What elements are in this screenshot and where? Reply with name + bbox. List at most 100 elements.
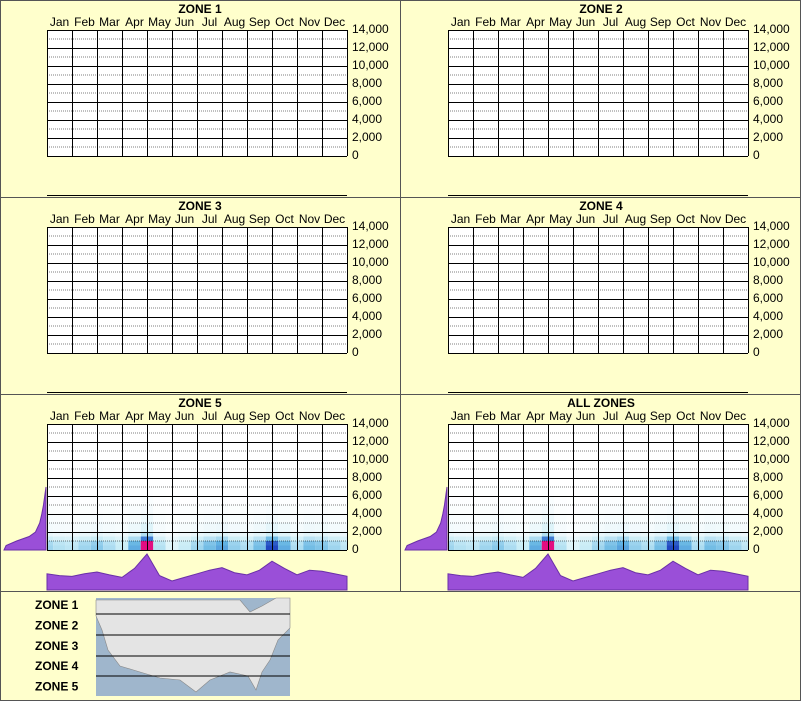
heat-cell (679, 545, 692, 550)
heat-cell (629, 487, 642, 496)
heat-cell (203, 541, 216, 546)
heat-cell (529, 487, 542, 496)
heat-cell (454, 487, 467, 496)
heat-cell (53, 532, 66, 537)
heat-cell (729, 545, 742, 550)
heat-cell (153, 532, 166, 537)
y-tick-label: 12,000 (753, 434, 790, 448)
heat-cell (741, 532, 748, 537)
x-tick-label: Aug (224, 212, 245, 226)
heat-cell (604, 496, 617, 505)
panel: ZONE 4 0 2,000 4,000 6,000 8,000 10,000 12,000 1… (448, 199, 790, 393)
heat-cell (654, 496, 667, 505)
heat-cell (579, 505, 592, 514)
heat-cell (529, 514, 542, 523)
heat-cell (228, 532, 241, 537)
heat-cell (679, 514, 692, 523)
heat-cell (654, 487, 667, 496)
heat-cell (153, 487, 166, 496)
heat-cell (128, 523, 141, 532)
y-tick-label: 4,000 (352, 309, 382, 323)
heat-cell (203, 545, 216, 550)
x-tick-label: May (148, 15, 171, 29)
heat-cell (654, 536, 667, 541)
x-tick-label: May (549, 15, 572, 29)
heat-cell (203, 496, 216, 505)
heat-cell (554, 536, 567, 541)
chart-title: ALL ZONES (567, 396, 635, 410)
heat-cell (303, 514, 316, 523)
heat-cell (278, 505, 291, 514)
heat-cell (729, 487, 742, 496)
heat-cell (47, 496, 54, 505)
heat-cell (554, 545, 567, 550)
heat-cell (303, 505, 316, 514)
heat-cell (504, 532, 517, 537)
heat-cell (203, 487, 216, 496)
heat-cell (128, 496, 141, 505)
y-tick-label: 6,000 (753, 291, 783, 305)
x-tick-label: Sep (249, 409, 271, 423)
y-tick-label: 0 (753, 148, 760, 162)
heat-cell (78, 505, 91, 514)
heat-cell (78, 523, 91, 532)
y-tick-label: 4,000 (352, 112, 382, 126)
heat-cell (47, 536, 54, 541)
heat-cell (278, 532, 291, 537)
x-tick-label: Feb (74, 409, 95, 423)
legend-label: ZONE 5 (35, 679, 79, 693)
heat-cell (340, 505, 347, 514)
heat-cell (504, 541, 517, 546)
heat-cell (103, 505, 116, 514)
seasonal-profile (46, 553, 348, 591)
y-tick-label: 2,000 (352, 130, 382, 144)
heat-cell (303, 523, 316, 532)
y-tick-label: 4,000 (753, 506, 783, 520)
heat-cell (704, 505, 717, 514)
x-tick-label: Apr (526, 409, 545, 423)
heat-cell (278, 496, 291, 505)
heat-cell (53, 514, 66, 523)
heat-cell (504, 514, 517, 523)
x-tick-label: Jun (576, 15, 595, 29)
heat-cell (253, 536, 266, 541)
heat-cell (529, 541, 542, 546)
heat-cell (340, 532, 347, 537)
heat-cell (448, 505, 455, 514)
heat-cell (228, 545, 241, 550)
y-tick-label: 2,000 (753, 327, 783, 341)
heat-cell (47, 545, 54, 550)
heat-cell (128, 487, 141, 496)
heat-cell (278, 487, 291, 496)
heat-cell (203, 523, 216, 532)
x-tick-label: Feb (475, 15, 496, 29)
heat-cell (448, 536, 455, 541)
heat-cell (78, 514, 91, 523)
y-tick-label: 0 (352, 345, 359, 359)
heat-cell (228, 523, 241, 532)
heat-cell (128, 514, 141, 523)
heat-cell (340, 487, 347, 496)
heat-cell (504, 496, 517, 505)
heat-cell (47, 487, 54, 496)
heat-cell (629, 545, 642, 550)
x-tick-label: Jun (175, 15, 194, 29)
heat-cell (153, 541, 166, 546)
heat-cell (448, 545, 455, 550)
heat-cell (454, 523, 467, 532)
heat-cell (153, 505, 166, 514)
x-tick-label: Dec (725, 409, 746, 423)
x-tick-label: Apr (526, 15, 545, 29)
x-tick-label: May (148, 212, 171, 226)
panel: ALL ZONES 0 2,000 4,000 6,000 8,000 10,000 12,0… (404, 396, 790, 591)
y-tick-label: 6,000 (352, 488, 382, 502)
heat-cell (328, 536, 341, 541)
panel: ZONE 5 0 2,000 4,000 6,000 8,000 10,000 12,000 1… (3, 396, 389, 591)
heat-cell (228, 505, 241, 514)
heat-cell (604, 487, 617, 496)
y-tick-label: 8,000 (753, 76, 783, 90)
x-tick-label: Nov (700, 15, 721, 29)
heat-cell (178, 505, 191, 514)
y-tick-label: 10,000 (753, 452, 790, 466)
